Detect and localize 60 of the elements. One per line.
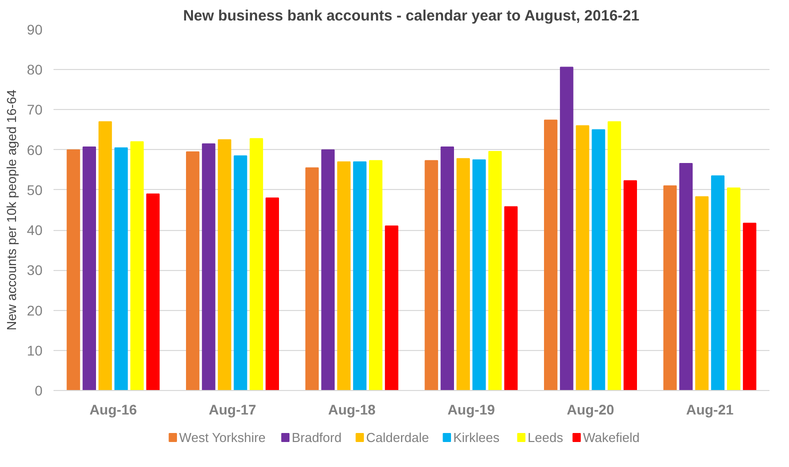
bar xyxy=(146,193,160,390)
x-tick-label: Aug-19 xyxy=(447,402,496,418)
x-tick-label: Aug-17 xyxy=(208,402,256,418)
bar xyxy=(82,146,96,390)
bar xyxy=(560,66,574,390)
bar xyxy=(695,196,709,390)
bar xyxy=(544,120,558,390)
legend-label: Kirklees xyxy=(453,430,500,445)
bar xyxy=(663,185,677,390)
bar xyxy=(368,160,382,390)
y-tick-label: 80 xyxy=(26,62,43,78)
bar xyxy=(66,149,80,390)
y-tick-label: 20 xyxy=(26,302,43,318)
y-tick-label: 40 xyxy=(26,222,43,238)
legend-label: Wakefield xyxy=(583,430,640,445)
bar xyxy=(305,167,319,390)
x-tick-label: Aug-18 xyxy=(328,402,376,418)
bar xyxy=(472,159,486,390)
bar xyxy=(202,143,216,390)
bar xyxy=(440,146,454,390)
bar xyxy=(250,138,264,390)
bar xyxy=(488,150,502,390)
y-tick-label: 90 xyxy=(26,22,43,38)
bar xyxy=(186,151,200,390)
bar xyxy=(742,222,756,390)
bar xyxy=(424,160,438,390)
bar xyxy=(321,149,335,390)
y-tick-label: 50 xyxy=(26,182,43,198)
bar xyxy=(337,161,351,390)
bar xyxy=(234,155,248,390)
y-tick-label: 0 xyxy=(34,382,43,398)
legend-label: Leeds xyxy=(528,430,564,445)
y-tick-label: 60 xyxy=(26,142,43,158)
bar xyxy=(726,187,740,390)
y-axis-title: New accounts per 10k people aged 16-64 xyxy=(4,90,19,330)
x-tick-label: Aug-21 xyxy=(686,402,734,418)
legend-label: Calderdale xyxy=(366,430,429,445)
bar xyxy=(624,180,637,390)
bar xyxy=(114,147,128,390)
chart-title: New business bank accounts - calendar year to August, 2016-21 xyxy=(183,8,640,24)
bar xyxy=(456,158,470,390)
bar xyxy=(353,161,366,390)
bar xyxy=(218,139,232,390)
bar xyxy=(608,121,622,390)
bar xyxy=(130,141,144,390)
y-tick-label: 30 xyxy=(26,262,43,278)
x-tick-label: Aug-16 xyxy=(89,402,138,418)
bar xyxy=(266,197,279,390)
bar xyxy=(98,121,112,390)
bar xyxy=(504,206,518,390)
x-tick-label: Aug-20 xyxy=(566,402,614,418)
legend-label: Bradford xyxy=(292,430,342,445)
bar xyxy=(384,226,398,390)
bar xyxy=(592,129,606,390)
bar xyxy=(576,125,590,390)
legend-label: West Yorkshire xyxy=(179,430,266,445)
bar xyxy=(679,162,693,390)
y-tick-label: 10 xyxy=(26,342,43,358)
y-tick-label: 70 xyxy=(26,102,43,118)
bar xyxy=(711,175,724,390)
